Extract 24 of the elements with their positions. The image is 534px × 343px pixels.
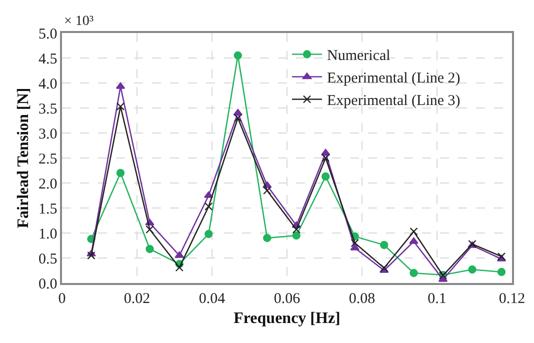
y-tick-label: 4.5 (38, 51, 58, 68)
y-axis-title: Fairlead Tension [N] (14, 88, 32, 228)
y-tick-label: 0.0 (38, 276, 58, 292)
y-tick-label: 2.5 (38, 151, 58, 168)
y-tick-label: 3.0 (38, 126, 58, 142)
y-tick-label: 0.5 (38, 251, 58, 268)
x-tick-label: 0.12 (498, 290, 526, 307)
x-tick-label: 0.02 (124, 290, 150, 307)
y-tick-label: 3.5 (38, 101, 58, 118)
x-tick-label: 0.04 (198, 290, 226, 307)
x-tick-label: 0.08 (348, 290, 376, 307)
y-tick-label: 4.0 (38, 76, 58, 92)
x-tick-label: 0.1 (428, 290, 446, 307)
legend-label: Experimental (Line 3) (327, 93, 460, 110)
x-tick-label: 0 (58, 290, 66, 307)
y-tick-label: 1.5 (38, 201, 58, 218)
legend-label: Numerical (327, 48, 390, 64)
x-tick-label: 0.06 (274, 290, 301, 307)
legend-label: Experimental (Line 2) (327, 70, 460, 87)
y-tick-label: 5.0 (38, 26, 58, 42)
x-axis-title: Frequency [Hz] (234, 310, 340, 327)
text: × 10³ (64, 14, 94, 29)
y-tick-label: 2.0 (38, 176, 58, 192)
y-tick-label: 1.0 (38, 226, 58, 242)
